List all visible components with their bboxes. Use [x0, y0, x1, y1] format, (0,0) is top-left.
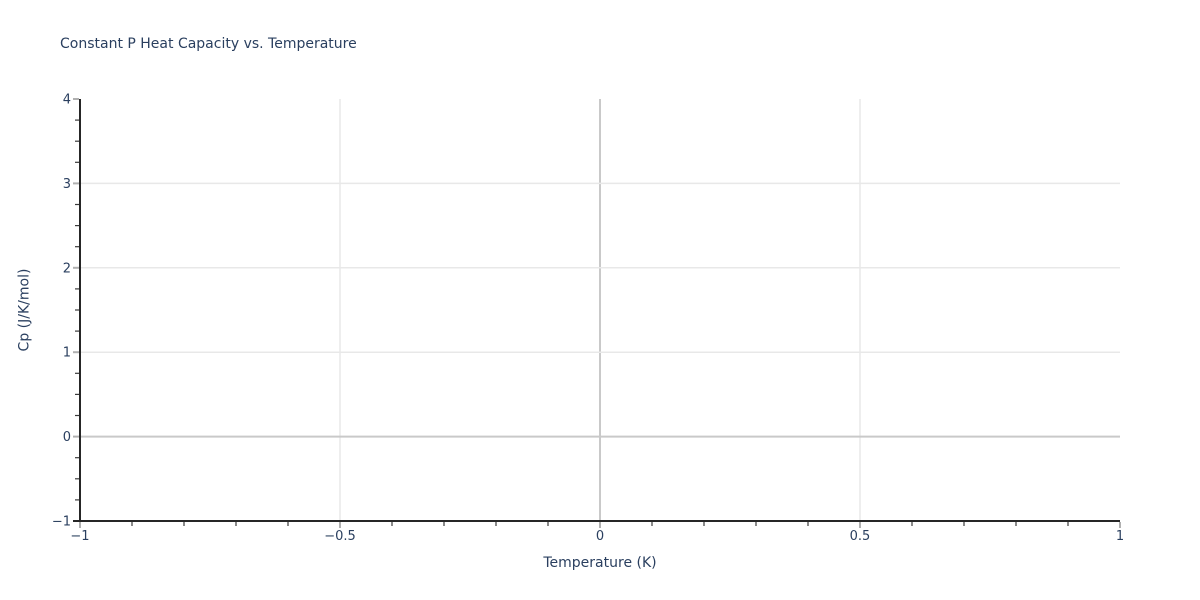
chart-title: Constant P Heat Capacity vs. Temperature: [60, 36, 357, 52]
x-tick-label: 1: [1116, 529, 1124, 544]
y-tick-label: 3: [63, 177, 71, 192]
y-tick-label: 4: [63, 93, 71, 108]
x-tick-label: −0.5: [324, 529, 356, 544]
x-tick-label: 0.5: [850, 529, 871, 544]
y-tick-label: 2: [63, 261, 71, 276]
y-tick-label: −1: [52, 515, 71, 530]
x-tick-label: 0: [596, 529, 604, 544]
axis-spines: [79, 99, 1120, 522]
x-axis-label: Temperature (K): [543, 555, 657, 571]
y-axis-label: Cp (J/K/mol): [16, 268, 33, 352]
y-tick-label: 0: [63, 430, 71, 445]
y-tick-label: 1: [63, 346, 71, 361]
x-tick-label: −1: [70, 529, 89, 544]
